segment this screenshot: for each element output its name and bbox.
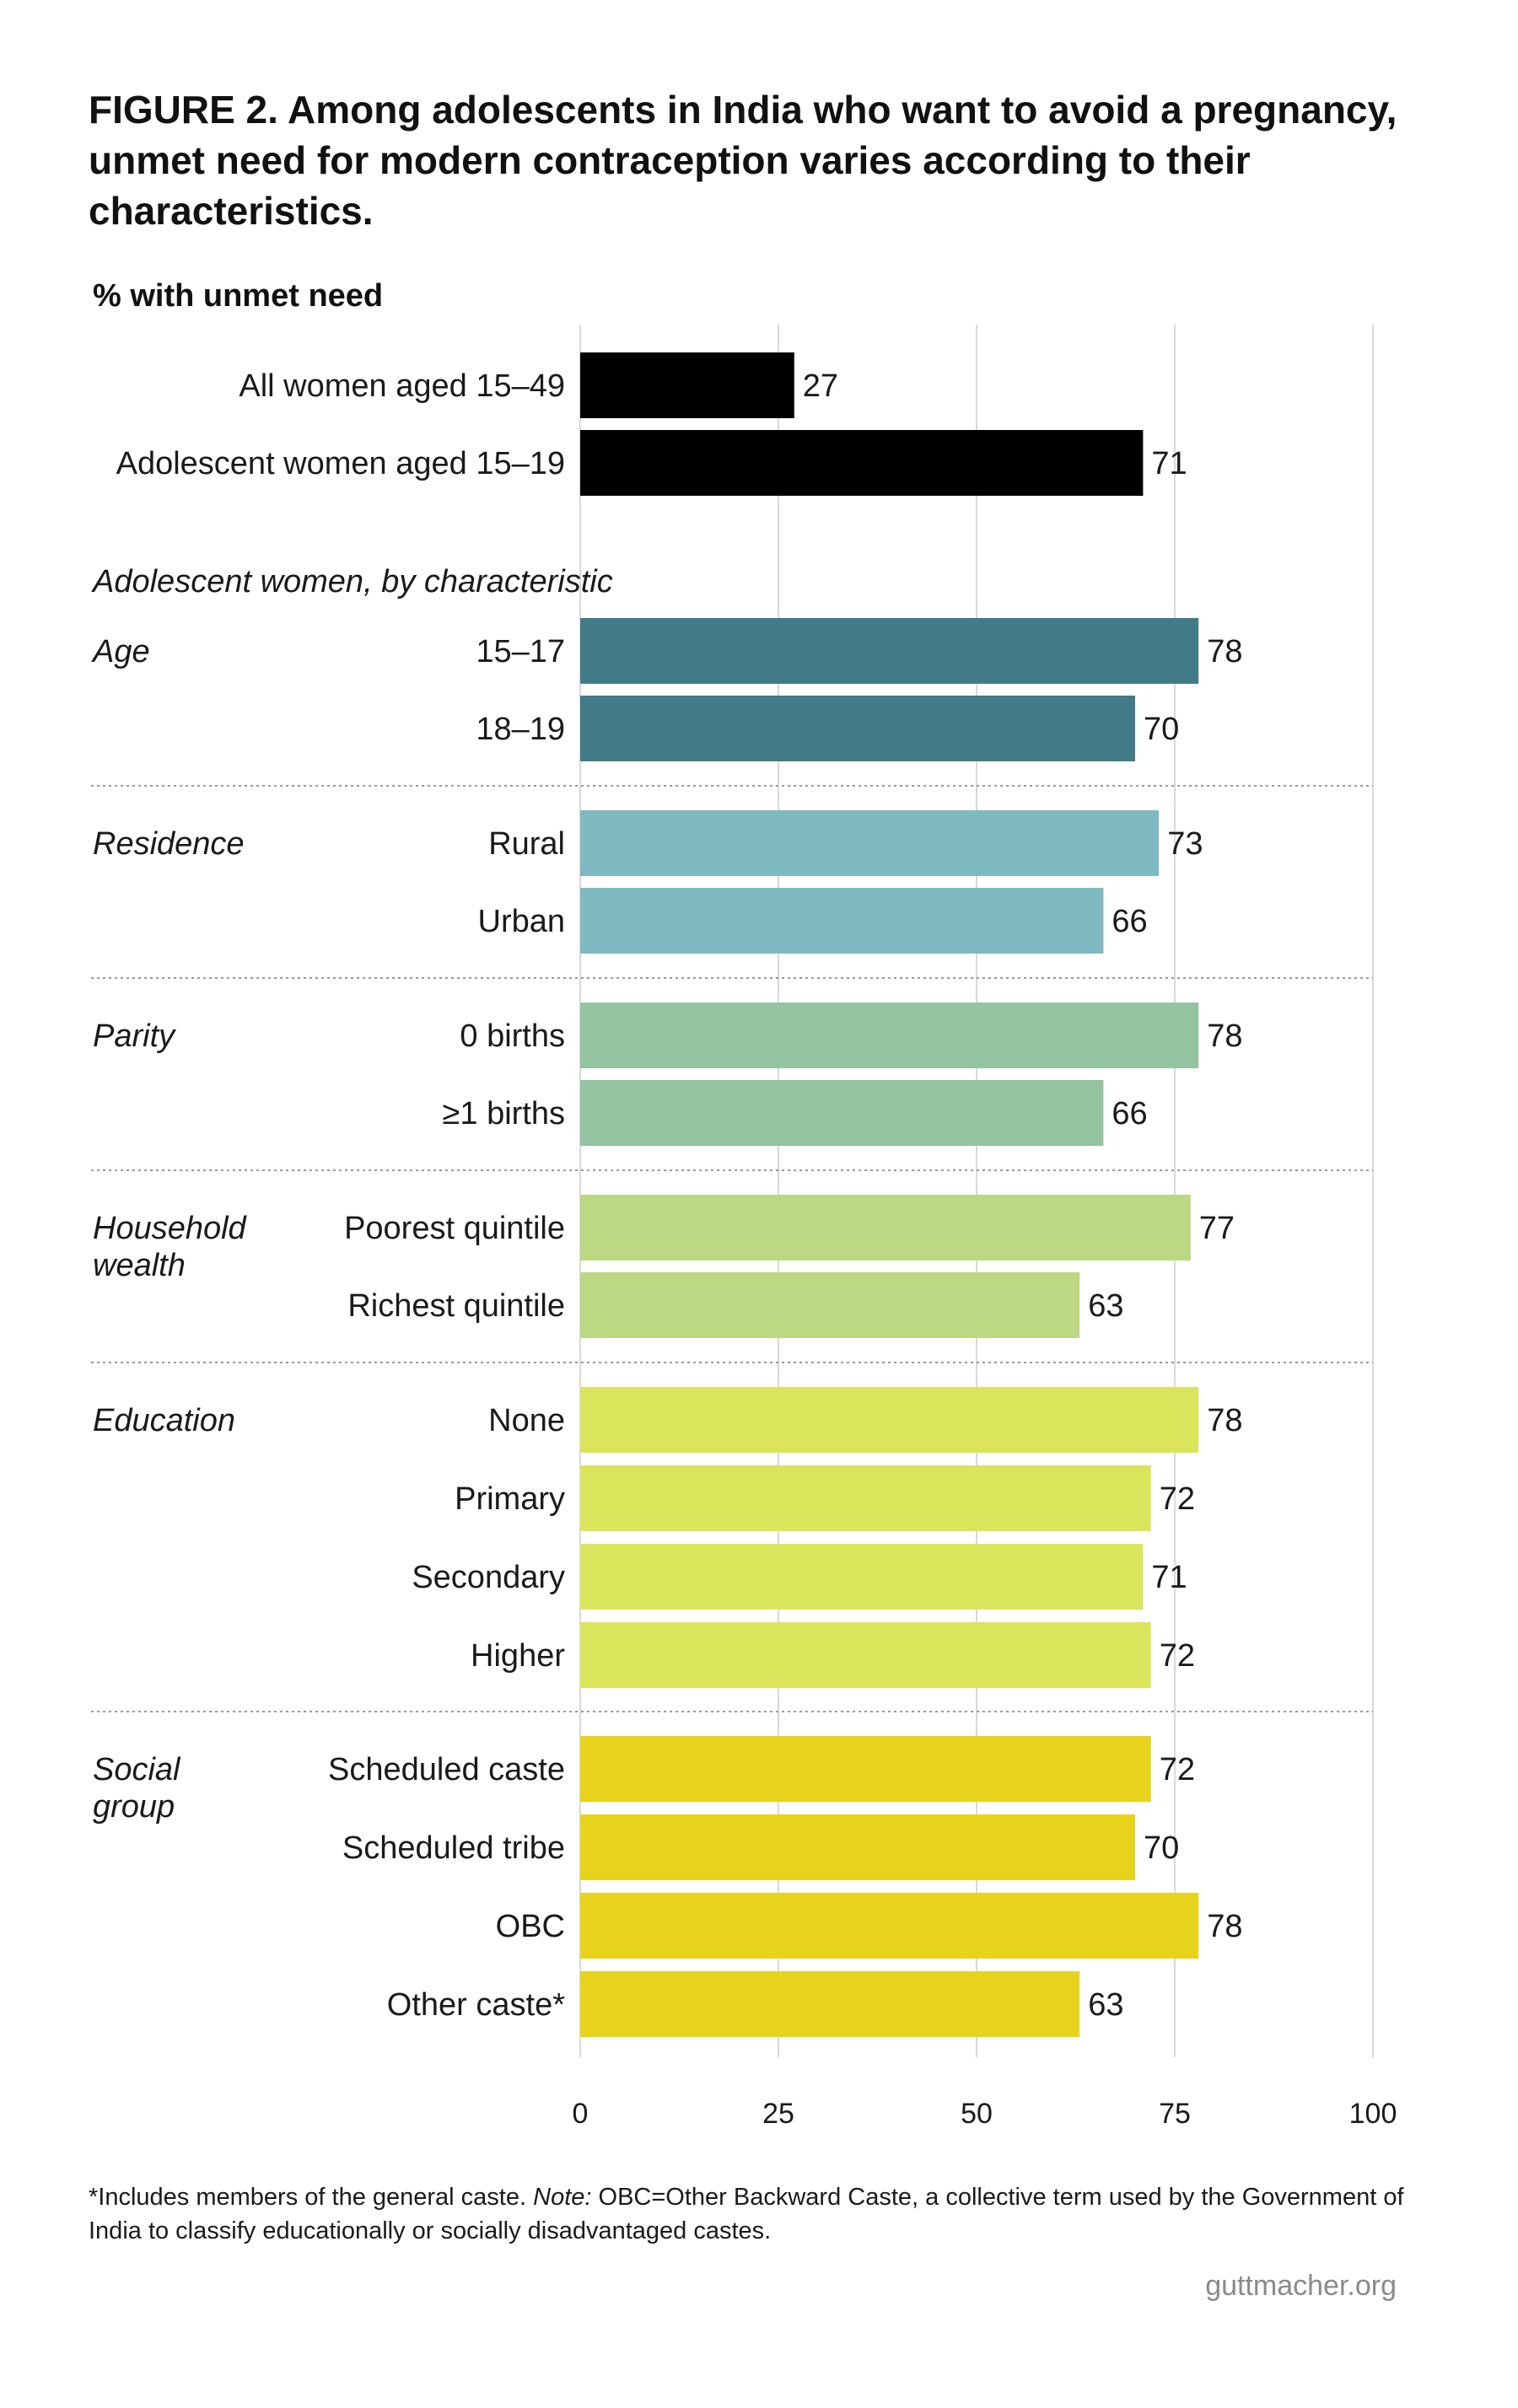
data-label: 78 [1207, 1019, 1242, 1054]
bar [580, 1002, 1199, 1068]
bar [580, 1465, 1151, 1531]
x-tick-label: 25 [762, 2098, 794, 2130]
category-label: Rural [488, 826, 565, 862]
category-label: Poorest quintile [344, 1211, 565, 1246]
footnote-part2: OBC=Other Backward Caste, a collective t… [89, 2184, 1404, 2244]
category-label: 15–17 [476, 634, 565, 669]
category-labels: All women aged 15–49 Adolescent women age… [116, 368, 566, 2023]
bar [580, 618, 1199, 684]
footnote-note-label: Note: [533, 2184, 592, 2211]
category-label: Scheduled caste [328, 1752, 565, 1787]
chart-title: FIGURE 2. Among adolescents in India who… [89, 88, 1397, 233]
bar [580, 1387, 1199, 1453]
category-label: Higher [471, 1638, 565, 1674]
data-label: 72 [1160, 1638, 1195, 1674]
data-label: 73 [1167, 826, 1203, 862]
bar [580, 1736, 1151, 1802]
bars [580, 352, 1199, 2037]
category-label: OBC [496, 1909, 565, 1944]
category-label: Secondary [412, 1560, 565, 1595]
bar-chart: All women aged 15–49 Adolescent women age… [91, 325, 1397, 2130]
bar [580, 696, 1135, 761]
data-label: 72 [1160, 1481, 1195, 1517]
category-label: Scheduled tribe [342, 1830, 565, 1866]
data-label: 66 [1112, 1096, 1147, 1131]
x-tick-label: 0 [573, 2098, 589, 2130]
bar [580, 1544, 1144, 1610]
category-label: Other caste* [387, 1987, 565, 2023]
category-label: Adolescent women aged 15–19 [116, 446, 565, 481]
bar [580, 1814, 1135, 1880]
data-label: 63 [1088, 1288, 1123, 1324]
data-label: 78 [1207, 634, 1242, 669]
category-label: ≥1 births [443, 1096, 565, 1131]
group-label: Age [91, 634, 150, 669]
bar [580, 1622, 1151, 1688]
y-axis-label: % with unmet need [93, 278, 384, 314]
category-label: Urban [478, 904, 566, 939]
bar [580, 810, 1160, 876]
data-label: 77 [1199, 1211, 1235, 1246]
category-label: Richest quintile [347, 1288, 565, 1324]
category-label: 0 births [460, 1019, 565, 1054]
data-label: 78 [1207, 1909, 1242, 1944]
data-label: 72 [1160, 1752, 1195, 1787]
group-separators [91, 785, 1373, 1712]
group-labels: Age Residence Parity Household wealth Educati… [91, 634, 248, 1825]
group-label: Residence [93, 826, 245, 862]
bar [580, 888, 1104, 954]
source-credit: guttmacher.org [1205, 2270, 1397, 2302]
footnote: *Includes members of the general caste. … [89, 2180, 1438, 2248]
subheading: Adolescent women, by characteristic [91, 564, 613, 599]
bar [580, 352, 794, 418]
data-label: 63 [1088, 1987, 1123, 2023]
category-label: 18–19 [476, 712, 565, 747]
footnote-part1: *Includes members of the general caste. [89, 2184, 534, 2211]
x-tick-label: 100 [1349, 2098, 1397, 2130]
bar [580, 1971, 1080, 2037]
category-label: All women aged 15–49 [239, 368, 565, 404]
x-tick-label: 50 [961, 2098, 993, 2130]
bar [580, 430, 1144, 496]
data-label: 66 [1112, 904, 1147, 939]
group-label: Education [93, 1403, 235, 1438]
category-label: None [488, 1403, 565, 1438]
group-label: Parity [93, 1019, 176, 1054]
bar [580, 1195, 1191, 1260]
data-label: 27 [803, 368, 838, 404]
data-label: 70 [1144, 1830, 1179, 1866]
x-tick-label: 75 [1159, 2098, 1191, 2130]
x-axis-ticks: 0 25 50 75 100 [573, 2098, 1397, 2130]
bar [580, 1893, 1199, 1959]
category-label: Primary [455, 1481, 565, 1517]
data-labels: 27 71 78 70 73 66 78 66 77 63 78 72 71 72 72 70 78 63 [803, 368, 1243, 2023]
bar [580, 1272, 1080, 1338]
data-label: 70 [1144, 712, 1179, 747]
group-label: Social group [93, 1752, 181, 1825]
group-label: Household wealth [93, 1211, 248, 1283]
data-label: 71 [1151, 446, 1187, 481]
bar [580, 1080, 1104, 1146]
data-label: 78 [1207, 1403, 1242, 1438]
data-label: 71 [1151, 1560, 1187, 1595]
